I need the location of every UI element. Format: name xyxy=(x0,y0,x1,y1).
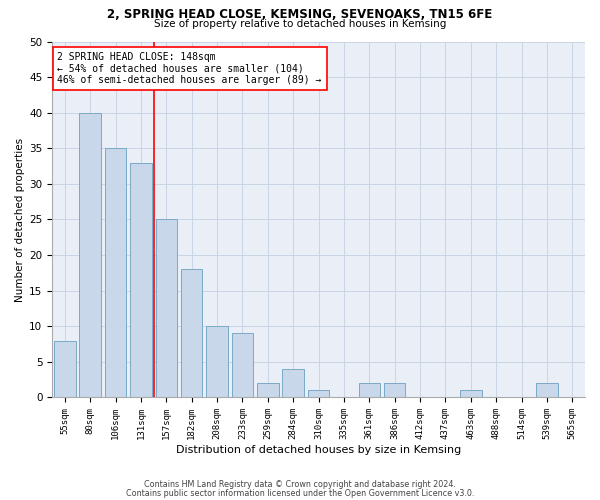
Bar xyxy=(460,390,482,398)
Bar xyxy=(206,326,228,398)
Bar xyxy=(155,220,177,398)
Bar xyxy=(359,383,380,398)
Bar xyxy=(308,390,329,398)
Bar xyxy=(283,369,304,398)
Text: 2, SPRING HEAD CLOSE, KEMSING, SEVENOAKS, TN15 6FE: 2, SPRING HEAD CLOSE, KEMSING, SEVENOAKS… xyxy=(107,8,493,20)
Y-axis label: Number of detached properties: Number of detached properties xyxy=(15,138,25,302)
Bar xyxy=(384,383,406,398)
Text: Contains public sector information licensed under the Open Government Licence v3: Contains public sector information licen… xyxy=(126,489,474,498)
X-axis label: Distribution of detached houses by size in Kemsing: Distribution of detached houses by size … xyxy=(176,445,461,455)
Text: 2 SPRING HEAD CLOSE: 148sqm
← 54% of detached houses are smaller (104)
46% of se: 2 SPRING HEAD CLOSE: 148sqm ← 54% of det… xyxy=(58,52,322,86)
Bar xyxy=(79,112,101,398)
Text: Size of property relative to detached houses in Kemsing: Size of property relative to detached ho… xyxy=(154,19,446,29)
Bar xyxy=(105,148,127,398)
Bar xyxy=(257,383,278,398)
Bar xyxy=(54,340,76,398)
Bar xyxy=(181,270,202,398)
Bar xyxy=(130,162,152,398)
Text: Contains HM Land Registry data © Crown copyright and database right 2024.: Contains HM Land Registry data © Crown c… xyxy=(144,480,456,489)
Bar xyxy=(536,383,558,398)
Bar xyxy=(232,334,253,398)
